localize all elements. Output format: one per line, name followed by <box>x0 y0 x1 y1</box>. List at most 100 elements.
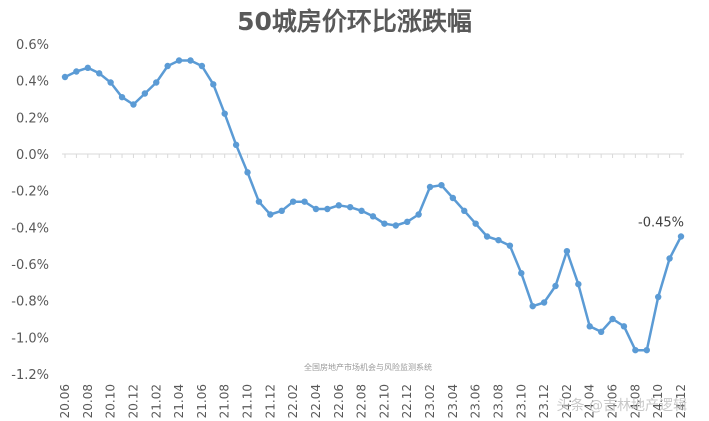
annotations: -0.45% <box>638 216 684 231</box>
x-tick-label: 24.12 <box>674 384 688 418</box>
data-point <box>449 194 457 202</box>
data-point <box>210 81 217 88</box>
data-point <box>392 222 400 229</box>
data-point <box>175 57 183 64</box>
y-tick-label: -0.8% <box>11 295 49 310</box>
data-point <box>518 269 525 277</box>
data-point <box>632 346 639 354</box>
y-tick-label: 0.4% <box>16 75 49 90</box>
y-tick-label: -0.4% <box>11 221 49 236</box>
data-point <box>335 202 342 209</box>
x-tick-label: 20.06 <box>58 384 72 418</box>
x-tick-label: 23.02 <box>423 384 437 418</box>
data-point <box>244 169 251 176</box>
y-tick-label: -0.2% <box>11 185 49 200</box>
data-point <box>438 181 445 189</box>
x-tick-label: 21.08 <box>218 384 232 418</box>
data-point <box>643 346 650 354</box>
x-tick-label: 24.10 <box>651 384 665 418</box>
x-axis-tick-labels: 20.06 20.08 20.10 20.12 21.02 21.04 21.06 21.08… <box>58 384 688 418</box>
data-point <box>198 62 206 70</box>
x-tick-label: 22.04 <box>309 384 323 418</box>
data-point <box>369 213 377 220</box>
data-point <box>267 211 274 218</box>
data-point <box>187 57 194 64</box>
data-point <box>597 328 605 336</box>
chart-title: 50城房价环比涨跌幅 <box>237 7 472 36</box>
data-point <box>677 233 685 240</box>
data-point <box>540 299 548 306</box>
data-point <box>153 79 160 86</box>
data-point <box>96 70 103 77</box>
data-point <box>221 110 228 117</box>
data-point <box>426 183 434 191</box>
x-tick-label: 24.02 <box>560 384 574 418</box>
data-point <box>278 207 285 215</box>
data-point <box>586 323 593 330</box>
data-point <box>495 236 502 244</box>
data-point <box>232 141 240 149</box>
x-tick-label: 22.08 <box>355 384 369 418</box>
y-tick-label: -1.0% <box>11 331 49 346</box>
x-tick-label: 24.08 <box>628 384 642 418</box>
x-tick-label: 23.10 <box>514 384 528 418</box>
data-point <box>61 73 69 81</box>
data-point <box>130 101 137 108</box>
x-tick-label: 22.10 <box>377 384 391 418</box>
data-point <box>563 247 571 255</box>
data-point <box>575 280 582 288</box>
x-tick-label: 23.12 <box>537 384 551 418</box>
x-tick-label: 21.12 <box>263 384 277 418</box>
x-tick-label: 24.04 <box>583 384 597 418</box>
data-point <box>301 198 308 205</box>
x-tick-label: 22.12 <box>400 384 414 418</box>
y-axis-tick-labels: 0.6% 0.4% 0.2% 0.0% -0.2% -0.4% -0.6% -0.8% -1.0… <box>11 38 49 383</box>
x-tick-label: 22.06 <box>332 384 346 418</box>
data-point <box>141 90 149 97</box>
data-point <box>666 255 673 262</box>
x-tick-label: 23.04 <box>446 384 460 418</box>
series-line <box>64 59 683 352</box>
x-tick-label: 21.02 <box>149 384 163 418</box>
x-tick-label: 23.08 <box>491 384 505 418</box>
x-tick-label: 21.06 <box>195 384 209 418</box>
x-tick-label: 24.06 <box>606 384 620 418</box>
y-tick-label: 0.0% <box>16 148 49 163</box>
data-point <box>324 205 331 213</box>
data-point <box>609 315 616 323</box>
axis-lines <box>62 153 684 158</box>
data-point <box>358 207 365 215</box>
series <box>61 57 685 354</box>
data-point <box>483 233 491 240</box>
data-point <box>346 203 354 211</box>
watermark: 头条 @吉林地产逻辑 <box>556 398 687 414</box>
data-point <box>415 211 422 218</box>
x-tick-label: 20.08 <box>81 384 95 418</box>
data-point <box>164 62 171 70</box>
data-point <box>107 79 114 86</box>
data-point <box>381 220 388 227</box>
y-tick-label: -0.6% <box>11 258 49 273</box>
y-tick-label: 0.6% <box>16 38 49 53</box>
data-label: -0.45% <box>638 216 684 231</box>
data-point <box>255 198 263 205</box>
data-point <box>118 93 126 101</box>
x-tick-label: 20.12 <box>126 384 140 418</box>
data-point <box>84 64 92 72</box>
x-tick-label: 22.02 <box>286 384 300 418</box>
data-point <box>404 218 411 226</box>
data-point <box>552 282 559 290</box>
data-point <box>73 68 80 75</box>
x-tick-label: 23.06 <box>469 384 483 418</box>
x-tick-label: 21.04 <box>172 384 186 418</box>
source-note: 全国房地产市场机会与风险监测系统 <box>304 363 432 372</box>
data-point <box>312 205 320 213</box>
data-point <box>529 302 536 310</box>
x-tick-label: 20.10 <box>104 384 118 418</box>
y-tick-label: -1.2% <box>11 368 49 383</box>
data-point <box>506 242 514 249</box>
y-tick-label: 0.2% <box>16 111 49 126</box>
data-point <box>289 198 297 205</box>
